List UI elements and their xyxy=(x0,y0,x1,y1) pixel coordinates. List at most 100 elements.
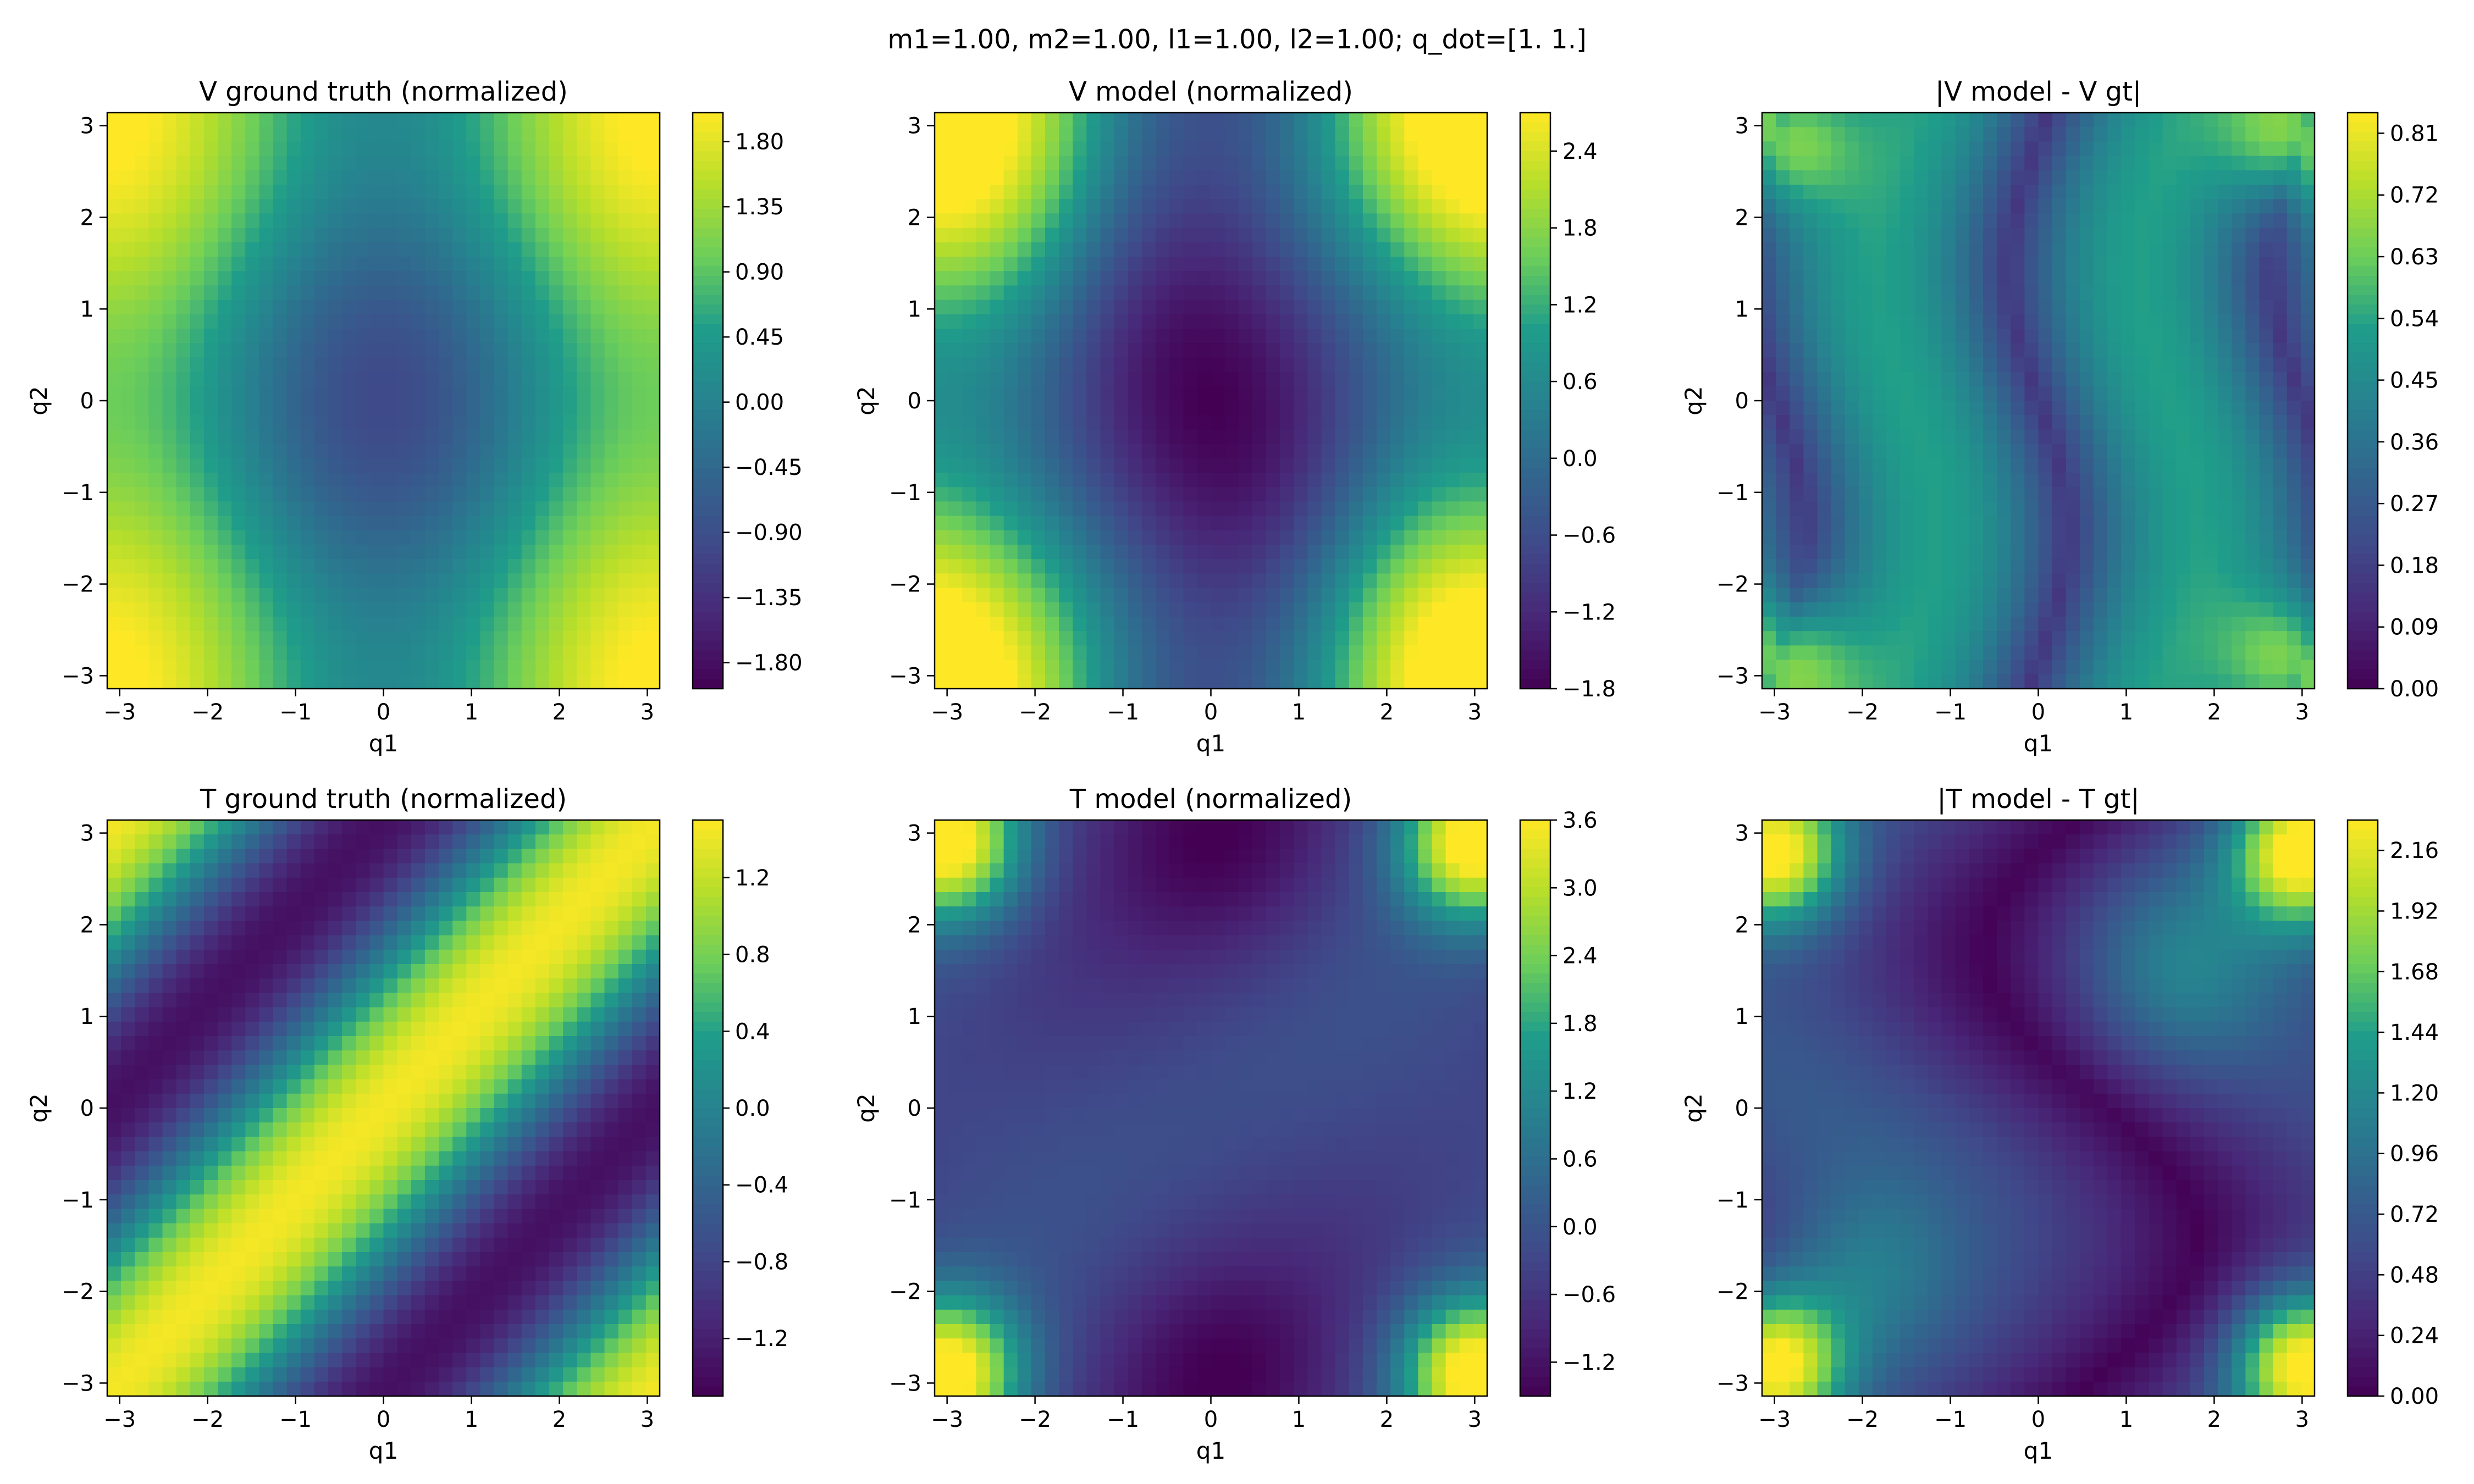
heatmap-cell xyxy=(1928,473,1942,488)
heatmap-cell xyxy=(1156,113,1170,128)
heatmap-cell xyxy=(121,329,136,344)
heatmap-cell xyxy=(2287,631,2301,646)
heatmap-cell xyxy=(2162,285,2177,301)
heatmap-cell xyxy=(135,314,150,329)
heatmap-cell xyxy=(1445,415,1460,430)
heatmap-cell xyxy=(1983,631,1997,646)
heatmap-cell xyxy=(1100,285,1115,301)
heatmap-cell xyxy=(1997,545,2012,560)
heatmap-cell xyxy=(563,386,578,401)
heatmap-cell xyxy=(356,473,371,488)
heatmap-cell xyxy=(2038,343,2053,358)
heatmap-cell xyxy=(2287,645,2301,661)
heatmap-cell xyxy=(162,487,177,502)
heatmap-cell xyxy=(1114,386,1129,401)
heatmap-cell xyxy=(1776,372,1791,387)
heatmap-cell xyxy=(162,429,177,445)
heatmap-cell xyxy=(2273,530,2288,545)
heatmap-cell xyxy=(424,300,439,315)
heatmap-cell xyxy=(1224,429,1239,445)
heatmap-cell xyxy=(2162,473,2177,488)
heatmap-cell xyxy=(1059,285,1074,301)
heatmap-cell xyxy=(1776,127,1791,142)
heatmap-cell xyxy=(1377,271,1391,286)
heatmap-cell xyxy=(2094,559,2108,574)
heatmap-cell xyxy=(218,458,232,473)
heatmap-cell xyxy=(590,588,605,603)
heatmap-cell xyxy=(494,271,509,286)
heatmap-cell xyxy=(328,516,343,531)
heatmap-cell xyxy=(507,458,522,473)
heatmap-cell xyxy=(2011,314,2025,329)
heatmap-cell xyxy=(162,329,177,344)
heatmap-cell xyxy=(218,329,232,344)
heatmap-cell xyxy=(1294,602,1308,617)
heatmap-cell xyxy=(1845,113,1859,128)
heatmap-cell xyxy=(162,228,177,243)
colorbar-tick-label: 0.00 xyxy=(735,390,784,416)
heatmap-cell xyxy=(2245,645,2260,661)
heatmap-cell xyxy=(549,213,564,229)
heatmap-cell xyxy=(645,458,660,473)
heatmap-cell xyxy=(411,444,426,459)
heatmap-cell xyxy=(948,141,963,157)
heatmap-cell xyxy=(1955,530,1970,545)
heatmap-cell xyxy=(356,602,371,617)
heatmap-cell xyxy=(1803,242,1818,257)
heatmap-cell xyxy=(1031,127,1046,142)
heatmap-cell xyxy=(1280,660,1295,675)
heatmap-cell xyxy=(162,185,177,200)
heatmap-cell xyxy=(356,372,371,387)
heatmap-cell xyxy=(1377,170,1391,185)
heatmap-cell xyxy=(218,386,232,401)
heatmap-cell xyxy=(1114,602,1129,617)
heatmap-cell xyxy=(397,487,412,502)
heatmap-cell xyxy=(162,170,177,185)
heatmap-cell xyxy=(948,530,963,545)
heatmap-cell xyxy=(107,213,122,229)
heatmap-cell xyxy=(2190,660,2205,675)
heatmap-cell xyxy=(148,141,163,157)
heatmap-cell xyxy=(1776,156,1791,171)
heatmap-cell xyxy=(549,199,564,214)
heatmap-cell xyxy=(2245,401,2260,416)
heatmap-cell xyxy=(176,501,191,517)
heatmap-cell xyxy=(2052,285,2067,301)
heatmap-cell xyxy=(2121,343,2136,358)
heatmap-cell xyxy=(356,573,371,589)
heatmap-cell xyxy=(203,156,218,171)
heatmap-cell xyxy=(2149,300,2163,315)
heatmap-cell xyxy=(273,516,288,531)
heatmap-cell xyxy=(549,516,564,531)
heatmap-cell xyxy=(1900,170,1915,185)
heatmap-cell xyxy=(1280,141,1295,157)
heatmap-cell xyxy=(273,444,288,459)
heatmap-cell xyxy=(1858,444,1873,459)
heatmap-cell xyxy=(2273,271,2288,286)
heatmap-cell xyxy=(990,444,1004,459)
heatmap-cell xyxy=(1335,473,1350,488)
heatmap-cell xyxy=(1390,257,1405,272)
heatmap-cell xyxy=(1114,487,1129,502)
heatmap-cell xyxy=(1941,113,1956,128)
heatmap-cell xyxy=(1432,444,1446,459)
heatmap-cell xyxy=(1335,257,1350,272)
heatmap-cell xyxy=(480,343,495,358)
heatmap-cell xyxy=(494,530,509,545)
heatmap-cell xyxy=(148,501,163,517)
heatmap-cell xyxy=(286,285,301,301)
heatmap-cell xyxy=(1280,530,1295,545)
heatmap-cell xyxy=(218,473,232,488)
colorbar-step xyxy=(1520,487,1550,497)
heatmap-cell xyxy=(245,415,260,430)
heatmap-cell xyxy=(286,199,301,214)
heatmap-cell xyxy=(1418,545,1433,560)
heatmap-cell xyxy=(342,674,357,689)
heatmap-cell xyxy=(203,501,218,517)
heatmap-cell xyxy=(1073,170,1087,185)
heatmap-cell xyxy=(300,314,315,329)
heatmap-cell xyxy=(286,271,301,286)
heatmap-cell xyxy=(1404,372,1419,387)
heatmap-cell xyxy=(2066,242,2080,257)
heatmap-cell xyxy=(1831,170,1846,185)
